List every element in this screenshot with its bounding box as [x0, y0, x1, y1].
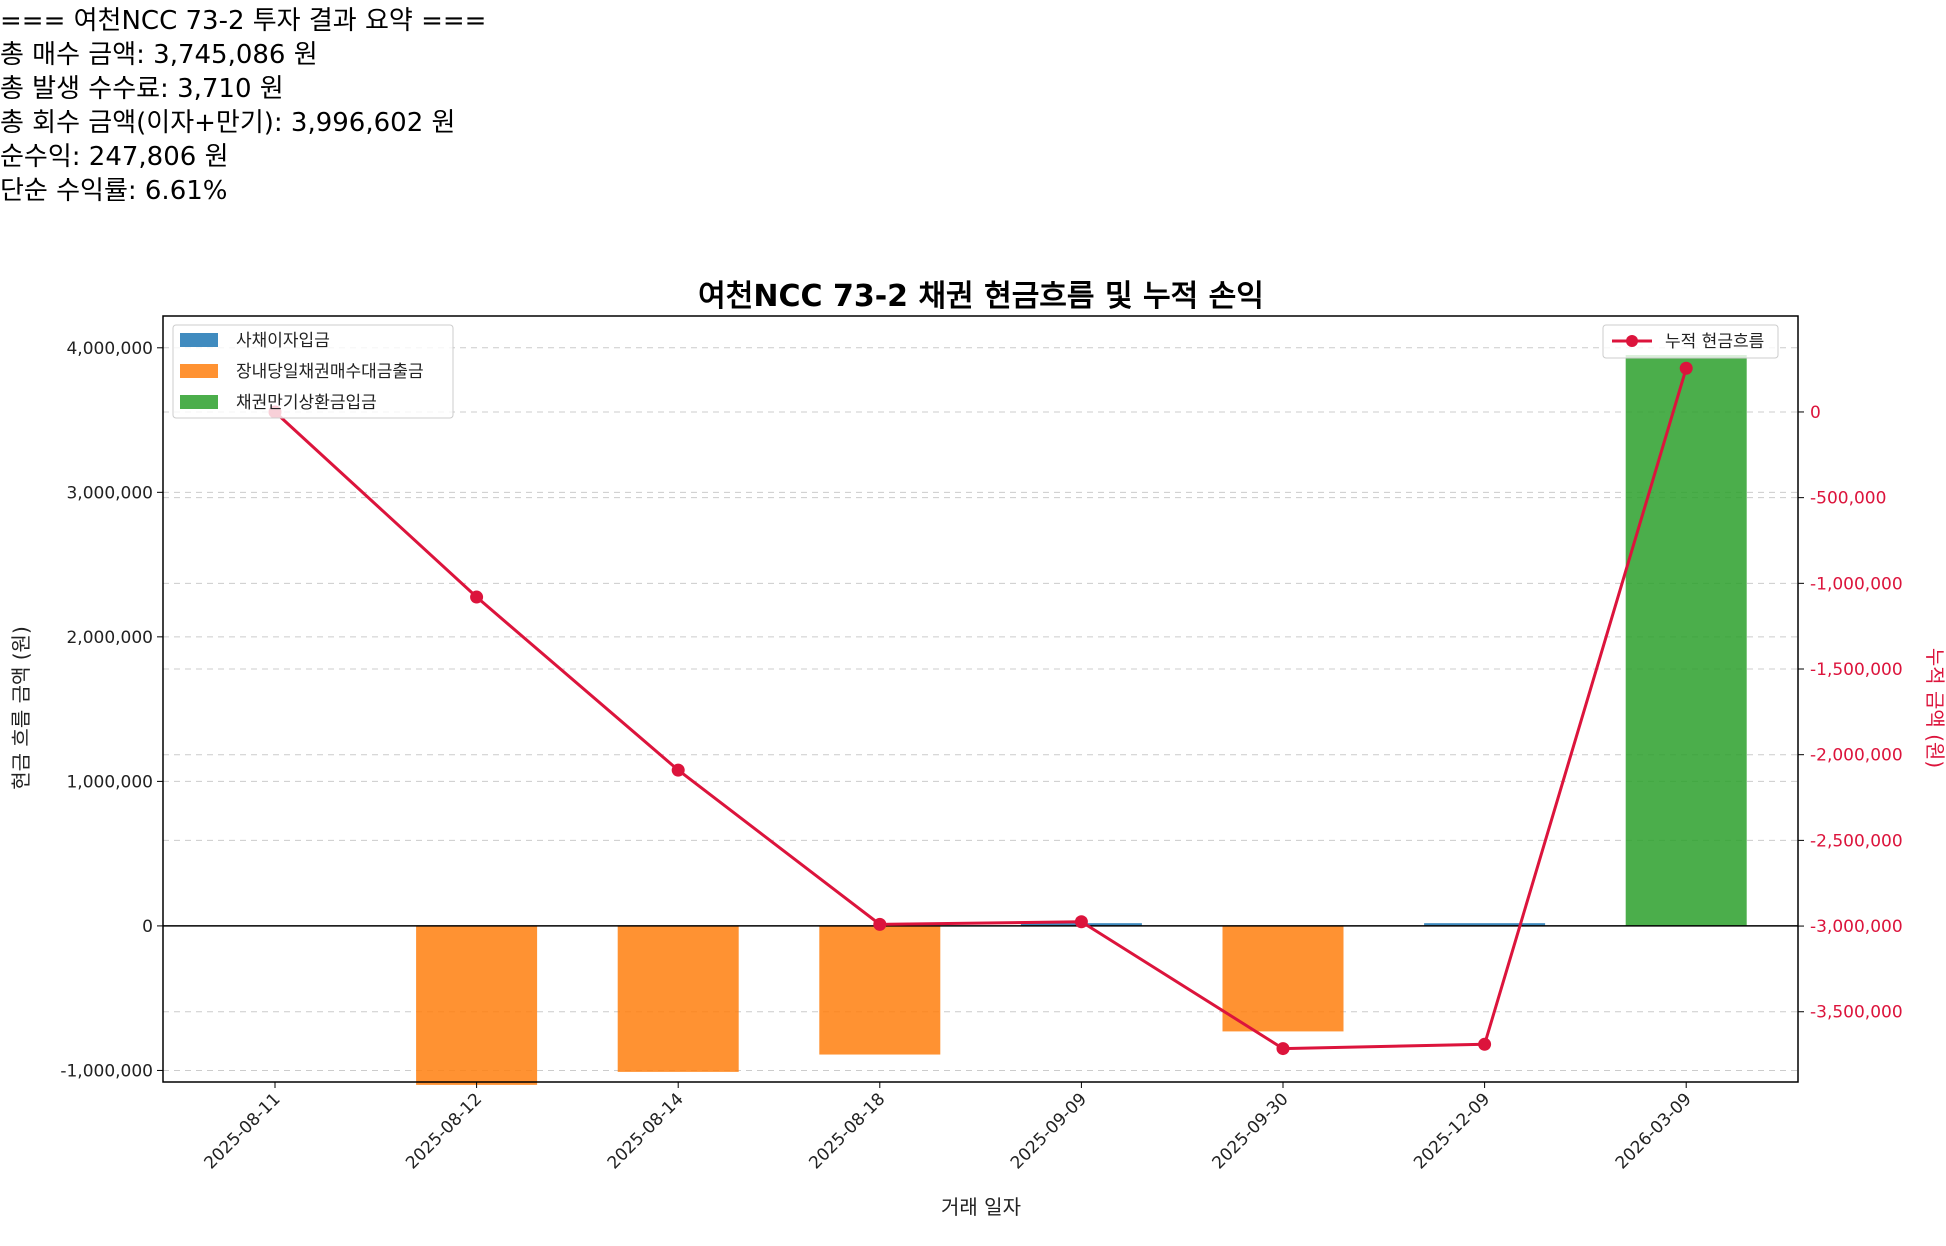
bar	[819, 925, 941, 1055]
y2-tick-label: -1,500,000	[1810, 660, 1903, 680]
legend-label: 사채이자입금	[236, 331, 330, 351]
plot-frame	[162, 315, 1799, 1083]
cumulative-point	[1478, 1037, 1492, 1051]
x-axis-label: 거래 일자	[941, 1195, 1021, 1219]
y-tick-label: 3,000,000	[66, 483, 153, 503]
x-tick-label: 2025-09-30	[1209, 1089, 1293, 1173]
cumulative-point	[1276, 1042, 1290, 1056]
y-tick-label: -1,000,000	[60, 1061, 153, 1081]
summary-header: === 여천NCC 73-2 투자 결과 요약 ===	[0, 6, 487, 36]
bar	[416, 925, 538, 1085]
bar	[1222, 925, 1344, 1032]
y-tick-label: 2,000,000	[66, 628, 153, 648]
cumulative-point	[470, 590, 484, 604]
x-tick-label: 2026-03-09	[1612, 1089, 1696, 1173]
y-tick-label: 0	[142, 917, 153, 937]
x-tick-label: 2025-08-14	[604, 1089, 688, 1173]
summary-block: === 여천NCC 73-2 투자 결과 요약 === 총 매수 금액: 3,7…	[0, 4, 486, 208]
y2-tick-label: -3,500,000	[1810, 1003, 1903, 1023]
legend-swatch	[180, 333, 218, 347]
y-tick-label: 4,000,000	[66, 339, 153, 359]
chart-title: 여천NCC 73-2 채권 현금흐름 및 누적 손익	[698, 279, 1264, 314]
cumulative-point	[671, 763, 685, 777]
bar	[1625, 355, 1747, 926]
legend-box	[172, 324, 454, 419]
y2-tick-label: -1,000,000	[1810, 574, 1903, 594]
legend-swatch	[180, 364, 218, 378]
y2-tick-label: -2,000,000	[1810, 746, 1903, 766]
y2-tick-label: -500,000	[1810, 489, 1886, 509]
y2-tick-label: 0	[1810, 403, 1821, 423]
legend-marker	[1626, 335, 1638, 347]
legend-box	[1602, 324, 1779, 359]
bars	[416, 355, 1747, 1085]
legend-swatch	[180, 395, 218, 409]
x-tick-label: 2025-08-12	[402, 1089, 486, 1173]
summary-total-fee: 총 발생 수수료: 3,710 원	[0, 74, 284, 104]
y-tick-label: 1,000,000	[66, 772, 153, 792]
cumulative-point	[873, 917, 887, 931]
cumulative-point	[1679, 361, 1693, 375]
cumulative-point	[1074, 915, 1088, 929]
y-axis-label-right: 누적 금액 (원)	[1923, 648, 1946, 768]
grid-lines	[163, 347, 1798, 1071]
summary-total-recovered: 총 회수 금액(이자+만기): 3,996,602 원	[0, 108, 456, 138]
x-tick-label: 2025-08-11	[201, 1089, 285, 1173]
y2-tick-label: -3,000,000	[1810, 917, 1903, 937]
legend-label: 채권만기상환금입금	[236, 393, 377, 413]
cumulative-line-path	[273, 367, 1688, 1051]
y2-tick-label: -2,500,000	[1810, 831, 1903, 851]
legend-line: 누적 현금흐름	[1602, 324, 1779, 359]
bar	[1424, 923, 1546, 926]
summary-total-purchase: 총 매수 금액: 3,745,086 원	[0, 40, 318, 70]
legend-label: 장내당일채권매수대금출금	[236, 362, 424, 382]
y-axis-label-left: 현금 흐름 금액 (원)	[9, 626, 33, 789]
bar	[617, 925, 739, 1072]
x-tick-label: 2025-12-09	[1410, 1089, 1494, 1173]
legend-label: 누적 현금흐름	[1665, 332, 1764, 352]
x-tick-label: 2025-09-09	[1007, 1089, 1091, 1173]
summary-return-rate: 단순 수익률: 6.61%	[0, 176, 228, 206]
x-tick-label: 2025-08-18	[805, 1089, 889, 1173]
summary-net-profit: 순수익: 247,806 원	[0, 142, 229, 172]
cumulative-line	[268, 361, 1693, 1056]
